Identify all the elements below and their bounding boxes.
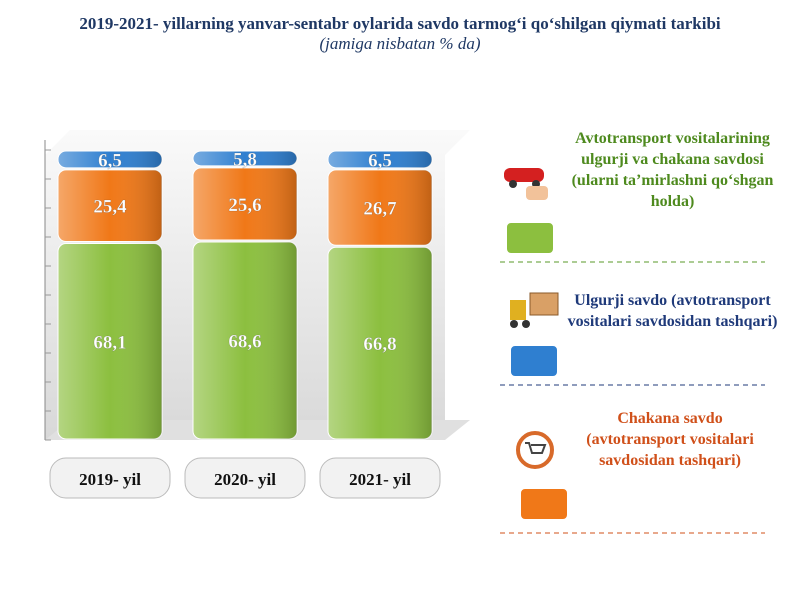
chart-subtitle: (jamiga nisbatan % da) bbox=[319, 34, 481, 53]
data-label: 25,6 bbox=[228, 195, 261, 216]
x-tick-label: 2020- yil bbox=[214, 470, 276, 489]
legend-label: Avtotransport vositalarining ulgurji va … bbox=[571, 130, 774, 210]
bar-shade bbox=[58, 169, 162, 242]
data-label: 6,5 bbox=[368, 150, 392, 171]
data-label: 66,8 bbox=[363, 334, 396, 355]
bar-shade bbox=[193, 151, 297, 166]
data-label: 26,7 bbox=[363, 199, 397, 220]
tick-decorations bbox=[45, 149, 51, 441]
data-label: 6,5 bbox=[98, 150, 122, 171]
icon-forklift bbox=[510, 292, 559, 328]
title-block: 2019-2021- yillarning yanvar-sentabr oyl… bbox=[60, 14, 740, 54]
x-tick-label: 2019- yil bbox=[79, 470, 141, 489]
category-box bbox=[319, 457, 441, 499]
category-box bbox=[184, 457, 306, 499]
bar-shade bbox=[328, 247, 432, 439]
x-tick-label: 2021- yil bbox=[349, 470, 411, 489]
bar-shade bbox=[193, 242, 297, 439]
legend-label: Chakana savdo (avtotransport vositalari … bbox=[586, 410, 754, 469]
chart-title: 2019-2021- yillarning yanvar-sentabr oyl… bbox=[79, 14, 721, 33]
legend-swatch bbox=[509, 344, 559, 378]
data-label: 25,4 bbox=[93, 197, 127, 218]
bar-shade bbox=[328, 151, 432, 168]
category-box bbox=[49, 457, 171, 499]
data-label: 68,1 bbox=[93, 332, 126, 353]
bar-shade bbox=[58, 243, 162, 439]
bar-shade bbox=[193, 167, 297, 241]
icon-cart bbox=[516, 431, 554, 469]
legend-swatch bbox=[519, 487, 569, 521]
data-label: 5,8 bbox=[233, 149, 257, 170]
legend-swatch bbox=[505, 221, 555, 255]
legend-label: Ulgurji savdo (avtotransport vositalari … bbox=[567, 292, 778, 330]
icon-car bbox=[504, 168, 548, 200]
bar-shade bbox=[328, 169, 432, 246]
bar-shade bbox=[58, 151, 162, 168]
data-label: 68,6 bbox=[228, 332, 261, 353]
